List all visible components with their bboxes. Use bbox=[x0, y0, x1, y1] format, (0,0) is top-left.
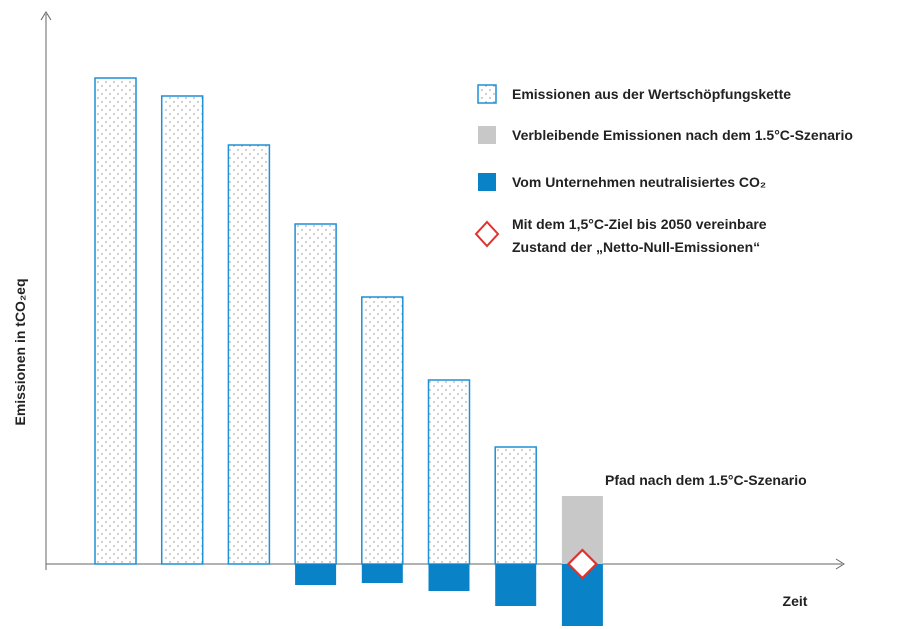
bar-value-chain-2 bbox=[160, 95, 204, 565]
legend: Emissionen aus der Wertschöpfungskette V… bbox=[474, 84, 853, 255]
bar-neutralized-6 bbox=[428, 564, 470, 591]
x-axis-arrow bbox=[835, 558, 845, 570]
path-annotation: Pfad nach dem 1.5°C-Szenario bbox=[605, 472, 807, 488]
legend-swatch-neutralized bbox=[478, 173, 496, 191]
legend-net-zero-diamond-icon bbox=[474, 220, 500, 248]
y-axis-arrow bbox=[40, 11, 52, 21]
y-axis-label: Emissionen in tCO₂eq bbox=[12, 278, 28, 425]
x-axis-label: Zeit bbox=[783, 593, 808, 609]
bar-neutralized-5 bbox=[361, 564, 403, 583]
legend-label-marker-line1: Mit dem 1,5°C-Ziel bis 2050 vereinbare bbox=[512, 216, 767, 232]
legend-swatch-dotted bbox=[477, 84, 497, 104]
bar-neutralized-7 bbox=[495, 564, 537, 606]
bar-value-chain-4 bbox=[294, 223, 337, 565]
bar-value-chain-1 bbox=[94, 77, 137, 565]
legend-swatch-remaining bbox=[478, 126, 496, 144]
bars bbox=[94, 77, 603, 626]
legend-label-neutralized: Vom Unternehmen neutralisiertes CO₂ bbox=[512, 174, 766, 190]
legend-label-remaining: Verbleibende Emissionen nach dem 1.5°C-S… bbox=[512, 127, 853, 143]
legend-label-dotted: Emissionen aus der Wertschöpfungskette bbox=[512, 86, 791, 102]
bar-value-chain-6 bbox=[427, 379, 471, 565]
net-zero-marker bbox=[566, 548, 598, 580]
bar-value-chain-3 bbox=[227, 144, 271, 565]
bar-value-chain-5 bbox=[361, 296, 404, 565]
bar-value-chain-7 bbox=[494, 446, 537, 565]
bar-neutralized-4 bbox=[295, 564, 337, 585]
legend-label-marker-line2: Zustand der „Netto-Null-Emissionen“ bbox=[512, 239, 760, 255]
